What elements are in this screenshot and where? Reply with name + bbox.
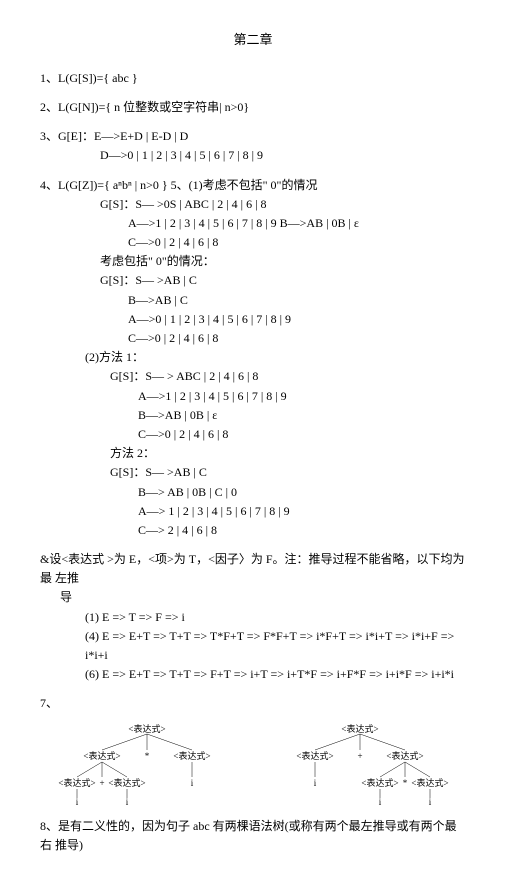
svg-text:<表达式>: <表达式> (361, 777, 398, 788)
q4-l4: C—>0 | 2 | 4 | 6 | 8 (128, 233, 466, 252)
svg-text:i: i (378, 797, 381, 807)
svg-text:<表达式>: <表达式> (411, 777, 448, 788)
svg-text:<表达式>: <表达式> (173, 750, 210, 761)
q2: 2、L(G[N])={ n 位整数或空字符串| n>0} (40, 98, 466, 117)
q7: 7、 <表达式> <表达式> * <表达式> <表达式> + <表达式> i i… (40, 694, 466, 806)
q4-m3: A—>1 | 2 | 3 | 4 | 5 | 6 | 7 | 8 | 9 (138, 387, 466, 406)
svg-text:<表达式>: <表达式> (83, 750, 120, 761)
q4-m2: G[S]：S— > ABC | 2 | 4 | 6 | 8 (110, 367, 466, 386)
q4-l3: A—>1 | 2 | 3 | 4 | 5 | 6 | 7 | 8 | 9 B—>… (128, 214, 466, 233)
q6-l2: 导 (60, 588, 466, 607)
svg-text:<表达式>: <表达式> (128, 723, 165, 734)
svg-text:*: * (144, 751, 149, 761)
q7-label: 7、 (40, 696, 58, 710)
svg-text:i: i (75, 797, 78, 807)
q4-l5: 考虑包括" 0"的情况： (100, 252, 466, 271)
q4: 4、L(G[Z])={ aⁿbⁿ | n>0 } 5、(1)考虑不包括" 0"的… (40, 176, 466, 541)
tree-right: <表达式> <表达式> + <表达式> <表达式> * <表达式> i i i (270, 722, 450, 807)
q4-m8: B—> AB | 0B | C | 0 (138, 483, 466, 502)
q3-line1: 3、G[E]：E—>E+D | E-D | D (40, 127, 466, 146)
svg-text:+: + (357, 751, 362, 761)
q6-l3: (1) E => T => F => i (85, 608, 466, 627)
q3-line2: D—>0 | 1 | 2 | 3 | 4 | 5 | 6 | 7 | 8 | 9 (100, 146, 466, 165)
q6: &设<表达式 >为 E，<项>为 T，<因子〉为 F。注：推导过程不能省略，以下… (40, 550, 466, 684)
tree-left: <表达式> <表达式> * <表达式> <表达式> + <表达式> i i i (57, 722, 237, 807)
q4-m9: A—> 1 | 2 | 3 | 4 | 5 | 6 | 7 | 8 | 9 (138, 502, 466, 521)
q4-l1: 4、L(G[Z])={ aⁿbⁿ | n>0 } 5、(1)考虑不包括" 0"的… (40, 176, 466, 195)
q4-m4: B—>AB | 0B | ε (138, 406, 466, 425)
q4-l8: A—>0 | 1 | 2 | 3 | 4 | 5 | 6 | 7 | 8 | 9 (128, 310, 466, 329)
svg-text:<表达式>: <表达式> (58, 777, 95, 788)
q6-l4: (4) E => E+T => T+T => T*F+T => F*F+T =>… (85, 627, 466, 665)
chapter-title: 第二章 (40, 30, 466, 51)
q8: 8、是有二义性的，因为句子 abc 有两棵语法树(或称有两个最左推导或有两个最右… (40, 817, 466, 855)
svg-text:<表达式>: <表达式> (386, 750, 423, 761)
q6-l1: &设<表达式 >为 E，<项>为 T，<因子〉为 F。注：推导过程不能省略，以下… (40, 550, 466, 588)
q4-m1: (2)方法 1： (85, 348, 466, 367)
q4-m5: C—>0 | 2 | 4 | 6 | 8 (138, 425, 466, 444)
syntax-trees: <表达式> <表达式> * <表达式> <表达式> + <表达式> i i i … (40, 722, 466, 807)
svg-text:+: + (99, 778, 104, 788)
q4-m6: 方法 2： (110, 444, 466, 463)
q4-l2: G[S]：S— >0S | ABC | 2 | 4 | 6 | 8 (100, 195, 466, 214)
svg-text:<表达式>: <表达式> (296, 750, 333, 761)
q4-l9: C—>0 | 2 | 4 | 6 | 8 (128, 329, 466, 348)
svg-text:<表达式>: <表达式> (341, 723, 378, 734)
q4-m10: C—> 2 | 4 | 6 | 8 (138, 521, 466, 540)
svg-text:i: i (125, 797, 128, 807)
q6-l5: (6) E => E+T => T+T => F+T => i+T => i+T… (85, 665, 466, 684)
q4-m7: G[S]：S— >AB | C (110, 463, 466, 482)
q1: 1、L(G[S])={ abc } (40, 69, 466, 88)
q4-l7: B—>AB | C (128, 291, 466, 310)
svg-text:*: * (402, 778, 407, 788)
svg-text:i: i (313, 778, 316, 788)
q4-l6: G[S]：S— >AB | C (100, 271, 466, 290)
svg-text:i: i (190, 778, 193, 788)
svg-text:i: i (428, 797, 431, 807)
q3: 3、G[E]：E—>E+D | E-D | D D—>0 | 1 | 2 | 3… (40, 127, 466, 165)
svg-text:<表达式>: <表达式> (108, 777, 145, 788)
